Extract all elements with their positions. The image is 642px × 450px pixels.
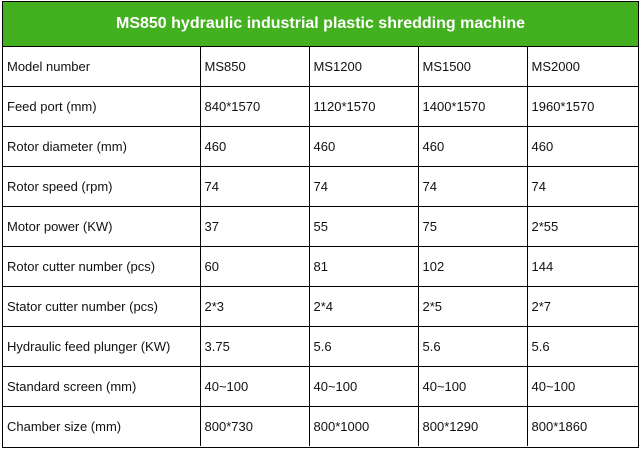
- value-cell: 144: [527, 246, 638, 287]
- value-cell: 81: [309, 246, 419, 287]
- value-cell: MS850: [200, 47, 310, 87]
- value-cell: MS1500: [418, 47, 528, 87]
- value-cell: 5.6: [418, 326, 528, 367]
- value-cell: 5.6: [309, 326, 419, 367]
- value-cell: 1120*1570: [309, 86, 419, 127]
- value-cell: 460: [527, 126, 638, 167]
- value-cell: 2*3: [200, 286, 310, 327]
- row-label-cell: Motor power (KW): [3, 206, 201, 247]
- table-row: Chamber size (mm) 800*730 800*1000 800*1290…: [3, 406, 638, 446]
- row-label-cell: Rotor diameter (mm): [3, 126, 201, 167]
- value-cell: 55: [309, 206, 419, 247]
- value-cell: 74: [418, 166, 528, 207]
- value-cell: 3.75: [200, 326, 310, 367]
- row-label-cell: Chamber size (mm): [3, 406, 201, 446]
- table-row: Standard screen (mm) 40~100 40~100 40~100 40…: [3, 366, 638, 407]
- value-cell: 840*1570: [200, 86, 310, 127]
- row-label-cell: Standard screen (mm): [3, 366, 201, 407]
- value-cell: 2*55: [527, 206, 638, 247]
- value-cell: 37: [200, 206, 310, 247]
- value-cell: 2*5: [418, 286, 528, 327]
- row-label-cell: Hydraulic feed plunger (KW): [3, 326, 201, 367]
- row-label-cell: Feed port (mm): [3, 86, 201, 127]
- row-label-cell: Stator cutter number (pcs): [3, 286, 201, 327]
- value-cell: 40~100: [418, 366, 528, 407]
- value-cell: 800*1290: [418, 406, 528, 446]
- row-label-cell: Rotor speed (rpm): [3, 166, 201, 207]
- table-row: Rotor cutter number (pcs) 60 81 102 144: [3, 246, 638, 287]
- value-cell: 2*4: [309, 286, 419, 327]
- value-cell: 460: [309, 126, 419, 167]
- table-row: Hydraulic feed plunger (KW) 3.75 5.6 5.6 5.6: [3, 326, 638, 367]
- value-cell: MS2000: [527, 47, 638, 87]
- value-cell: 460: [418, 126, 528, 167]
- value-cell: 5.6: [527, 326, 638, 367]
- value-cell: 74: [200, 166, 310, 207]
- value-cell: 74: [527, 166, 638, 207]
- row-label-cell: Model number: [3, 47, 201, 87]
- table-title: MS850 hydraulic industrial plastic shred…: [3, 2, 638, 47]
- value-cell: 460: [200, 126, 310, 167]
- spec-table-body: Model number MS850 MS1200 MS1500 MS2000 Feed …: [3, 47, 638, 446]
- value-cell: 102: [418, 246, 528, 287]
- value-cell: 40~100: [200, 366, 310, 407]
- table-row: Feed port (mm) 840*1570 1120*1570 1400*1570…: [3, 86, 638, 127]
- table-row: Rotor diameter (mm) 460 460 460 460: [3, 126, 638, 167]
- value-cell: 40~100: [527, 366, 638, 407]
- value-cell: 800*730: [200, 406, 310, 446]
- table-row: Model number MS850 MS1200 MS1500 MS2000: [3, 47, 638, 87]
- table-row: Motor power (KW) 37 55 75 2*55: [3, 206, 638, 247]
- value-cell: MS1200: [309, 47, 419, 87]
- value-cell: 800*1860: [531, 419, 588, 434]
- value-cell: 2*7: [527, 286, 638, 327]
- table-row: Stator cutter number (pcs) 2*3 2*4 2*5 2*7: [3, 286, 638, 327]
- table-row: Rotor speed (rpm) 74 74 74 74: [3, 166, 638, 207]
- value-cell: 800*1000: [309, 406, 419, 446]
- spec-table: Model number MS850 MS1200 MS1500 MS2000 Feed …: [3, 47, 638, 446]
- value-cell: 75: [418, 206, 528, 247]
- value-cell: 40~100: [309, 366, 419, 407]
- row-label-cell: Rotor cutter number (pcs): [3, 246, 201, 287]
- value-cell: 1960*1570: [527, 86, 638, 127]
- value-cell: 1400*1570: [418, 86, 528, 127]
- value-cell: 60: [200, 246, 310, 287]
- value-cell: 74: [309, 166, 419, 207]
